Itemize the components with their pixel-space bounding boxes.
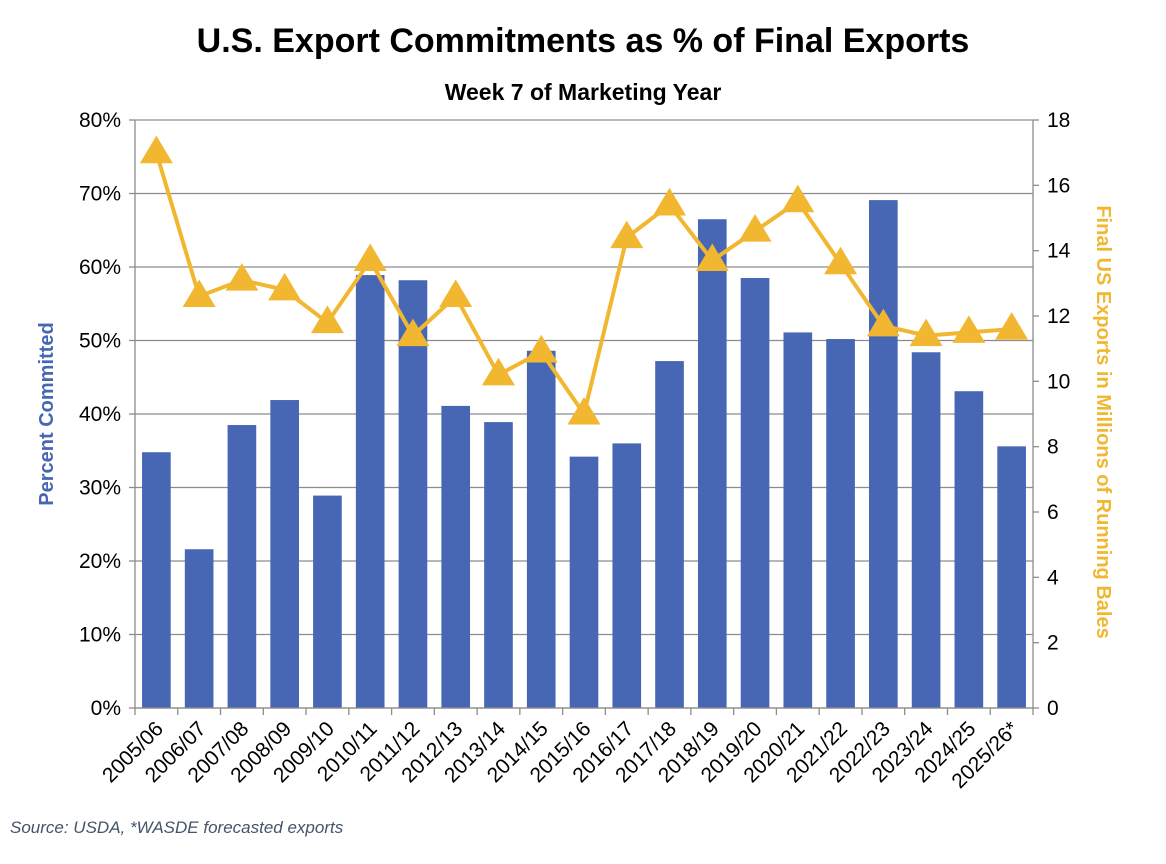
triangle-marker — [866, 308, 900, 337]
triangle-marker — [781, 184, 815, 213]
y-tick-label: 0% — [91, 697, 121, 720]
source-note: Source: USDA, *WASDE forecasted exports — [10, 818, 344, 837]
y2-tick-label: 14 — [1047, 240, 1071, 263]
y2-tick-label: 0 — [1047, 697, 1059, 720]
y-axis-title-right: Final US Exports in Millions of Running … — [1092, 205, 1114, 638]
y-tick-label: 60% — [79, 256, 121, 279]
y-tick-label: 10% — [79, 624, 121, 647]
y-tick-label: 50% — [79, 330, 121, 353]
triangle-marker — [182, 279, 216, 307]
bar — [526, 350, 556, 708]
y2-tick-label: 16 — [1047, 174, 1070, 197]
triangle-marker — [909, 318, 943, 347]
triangle-marker — [952, 315, 986, 343]
y2-tick-label: 10 — [1047, 370, 1070, 393]
bar — [484, 422, 513, 708]
axes — [129, 119, 1039, 715]
triangle-marker — [524, 334, 558, 363]
triangle-marker — [653, 187, 687, 216]
y2-tick-label: 2 — [1047, 632, 1059, 655]
triangle-marker — [268, 272, 302, 301]
bar — [441, 405, 471, 708]
triangle-marker — [225, 263, 259, 291]
bar — [313, 495, 342, 708]
bar — [954, 391, 984, 708]
y-tick-label: 80% — [79, 109, 121, 132]
triangle-marker — [310, 305, 344, 334]
chart-title: U.S. Export Commitments as % of Final Ex… — [196, 22, 970, 60]
bar — [227, 425, 257, 708]
bar — [740, 278, 770, 708]
y2-tick-label: 8 — [1047, 436, 1059, 459]
bar — [655, 361, 684, 708]
triangle-marker — [738, 214, 772, 242]
bar — [355, 275, 385, 708]
y-axis-title-left: Percent Committed — [36, 322, 58, 505]
y2-tick-label: 4 — [1047, 566, 1059, 589]
triangle-marker — [695, 243, 729, 272]
bar — [826, 339, 855, 708]
y-tick-label: 20% — [79, 550, 121, 573]
bar — [184, 549, 214, 708]
triangle-marker — [139, 135, 173, 164]
triangle-marker — [396, 318, 430, 347]
triangle-marker — [567, 397, 601, 425]
bar — [911, 352, 941, 708]
triangle-marker — [481, 357, 515, 386]
triangle-marker — [353, 243, 387, 272]
bar — [612, 443, 642, 708]
bar — [142, 452, 171, 708]
y-tick-label: 30% — [79, 477, 121, 500]
bar — [270, 400, 299, 708]
triangle-marker — [824, 246, 858, 275]
bar-series — [142, 200, 1026, 709]
y-tick-label: 70% — [79, 183, 121, 206]
bar — [997, 446, 1026, 708]
bar — [869, 200, 898, 709]
triangle-marker — [610, 220, 644, 249]
y2-tick-label: 18 — [1047, 109, 1070, 132]
line-series — [139, 135, 1029, 425]
triangle-marker — [439, 279, 473, 307]
triangle-marker — [995, 312, 1029, 340]
y-tick-label: 40% — [79, 403, 121, 426]
y2-tick-label: 12 — [1047, 305, 1070, 328]
y2-tick-label: 6 — [1047, 501, 1059, 524]
chart-subtitle: Week 7 of Marketing Year — [444, 79, 722, 105]
bar — [783, 332, 813, 708]
bar — [697, 219, 727, 708]
bar — [569, 456, 599, 708]
bar — [398, 280, 428, 708]
